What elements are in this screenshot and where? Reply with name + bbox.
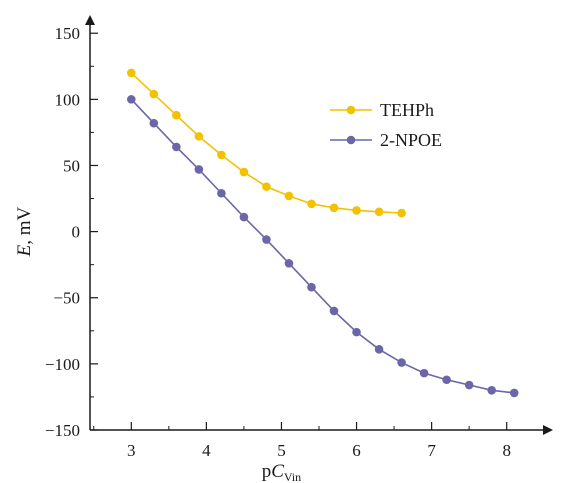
data-point	[329, 203, 339, 213]
data-point	[284, 191, 294, 201]
legend: TEHPh 2-NPOE	[330, 100, 442, 150]
x-tick-label: 5	[277, 441, 286, 460]
data-point	[509, 388, 519, 398]
data-point	[442, 375, 451, 385]
data-point	[464, 380, 474, 390]
y-tick-label: 150	[55, 24, 81, 43]
data-point	[374, 345, 384, 354]
data-point	[172, 110, 181, 120]
legend-item: 2-NPOE	[330, 130, 442, 150]
data-point	[149, 89, 159, 99]
x-axis-title: pCVin	[262, 461, 301, 483]
series-line	[130, 98, 515, 394]
data-point	[419, 368, 429, 378]
data-point	[352, 206, 361, 215]
legend-label: TEHPh	[380, 100, 434, 120]
y-tick-label: −50	[53, 289, 80, 308]
y-tick-label: −150	[45, 421, 80, 440]
data-point	[172, 142, 181, 152]
data-point	[194, 132, 204, 141]
x-tick-label: 4	[202, 441, 211, 460]
data-point	[397, 208, 406, 218]
y-tick-label: 50	[63, 156, 80, 175]
data-point	[262, 182, 271, 191]
data-point	[149, 118, 159, 128]
y-tick-label: 0	[72, 223, 81, 242]
data-point	[352, 327, 361, 337]
legend-label: 2-NPOE	[380, 130, 442, 150]
series-tehph	[126, 68, 406, 218]
data-point	[284, 259, 294, 268]
data-point	[487, 386, 496, 395]
x-tick-label: 6	[352, 441, 361, 460]
legend-item: TEHPh	[330, 100, 434, 120]
data-point	[397, 358, 406, 367]
x-tick-label: 3	[127, 441, 136, 460]
data-point	[217, 188, 226, 198]
data-point	[307, 199, 316, 209]
y-axis-title: E, mV	[14, 207, 35, 258]
data-point	[374, 207, 384, 217]
series-group	[126, 68, 519, 398]
axes: 150 100 50 0 −50 −100 −150 3 4 5 6 7 8 pCVin E, mV	[14, 15, 553, 483]
data-point	[307, 282, 316, 292]
data-point	[329, 306, 339, 316]
data-point	[262, 235, 271, 244]
data-point	[126, 68, 136, 78]
data-point	[217, 150, 226, 160]
x-tick-label: 7	[427, 441, 436, 460]
data-point	[239, 212, 249, 222]
series-2-npoe	[126, 95, 519, 398]
legend-swatch-marker	[346, 105, 356, 115]
y-tick-label: 100	[55, 90, 81, 109]
x-tick-label: 8	[502, 441, 511, 460]
legend-swatch-marker	[346, 135, 356, 145]
data-point	[126, 95, 136, 104]
data-point	[239, 167, 249, 177]
data-point	[194, 165, 204, 174]
y-tick-label: −100	[45, 355, 80, 374]
